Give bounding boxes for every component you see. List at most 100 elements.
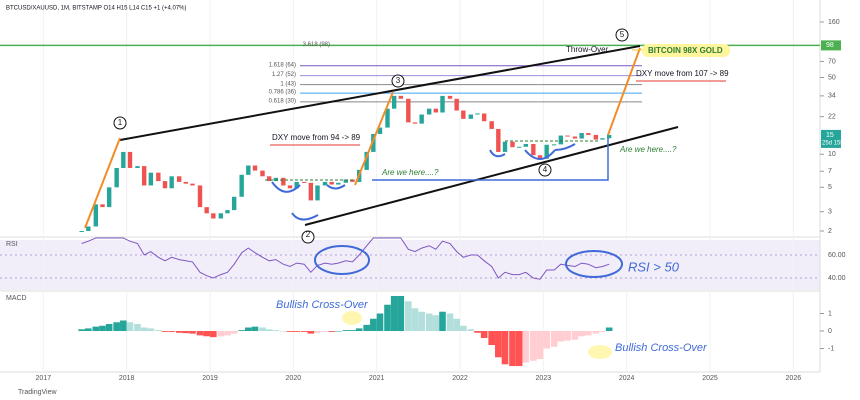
arrow [372, 138, 609, 181]
wave-circle [391, 74, 405, 88]
macd-bar [363, 324, 370, 332]
candle-body [183, 181, 189, 184]
swoosh [489, 149, 506, 158]
macd-bar [522, 331, 530, 363]
arrow [84, 137, 121, 229]
macd-bar [530, 331, 537, 361]
macd-bar [585, 331, 592, 336]
macd-bar [397, 295, 405, 332]
swoosh [291, 212, 319, 221]
x-tick-label: 2021 [369, 375, 385, 382]
candle-body [287, 185, 293, 189]
candle-body [162, 181, 168, 189]
candle-body [135, 166, 140, 168]
macd-bar [467, 329, 475, 332]
chart-title: BTCUSD/XAUUSD, 1M, BITSTAMP O14 H15 L14 … [6, 6, 187, 12]
annotation: DXY move from 94 -> 89 [272, 133, 361, 142]
macd-bar [168, 331, 175, 332]
candle-body [266, 176, 272, 182]
plot: 2017 2018 2019 2020 2021 2022 2023 2024 2025 2026… [0, 0, 846, 382]
candle-body [273, 177, 279, 182]
candle-body [86, 226, 91, 232]
highlight-ring [314, 245, 370, 275]
candle-body [106, 187, 112, 208]
macd-bar [251, 326, 259, 332]
macd-bar [265, 329, 273, 332]
candle-body [558, 135, 564, 145]
x-tick-label: 2020 [286, 375, 302, 382]
macd-bar [453, 318, 460, 332]
macd-bar [349, 330, 356, 332]
macd-bar [120, 320, 127, 332]
trendline [119, 45, 641, 141]
macd-bar [78, 329, 85, 332]
y-tick-label: 40.00 [828, 275, 846, 282]
macd-bar [509, 331, 516, 367]
macd-bar [342, 330, 350, 332]
macd-bar [321, 331, 329, 332]
candle-body [391, 95, 397, 109]
candle-body [475, 113, 480, 115]
fib-label: 0.786 (36) [269, 90, 296, 96]
candle-body [246, 165, 251, 175]
annotation: Throw-Over [566, 45, 609, 54]
macd-bar [592, 331, 600, 334]
macd-bar [501, 331, 509, 365]
macd-bar [543, 331, 550, 349]
candle-body [156, 172, 161, 182]
wave-label: 4 [543, 165, 548, 174]
x-tick-label: 2024 [619, 375, 635, 382]
candle-body [252, 165, 258, 171]
highlight [588, 345, 612, 359]
macd-bar [182, 331, 190, 334]
macd-bar [210, 331, 217, 338]
candle-body [127, 151, 133, 168]
y-tick-label: 1 [828, 310, 832, 317]
y-tick-label: 160 [828, 19, 840, 26]
candle-body [364, 151, 369, 170]
macd-bar [113, 322, 120, 332]
macd-bar [536, 331, 544, 360]
x-tick-label: 2023 [536, 375, 552, 382]
wave-label: 3 [396, 76, 401, 85]
candle-body [315, 185, 320, 201]
wave-label: 5 [620, 30, 625, 39]
candle-body [551, 144, 557, 146]
annotation: BITCOIN 98X GOLD [648, 46, 723, 55]
annotation: Are we here....? [619, 145, 677, 154]
candle-body [406, 98, 411, 123]
macd-bar [147, 328, 155, 332]
rsi-band [0, 240, 820, 290]
candle-body [190, 183, 195, 186]
candle-body [385, 108, 390, 128]
candle-body [454, 98, 459, 111]
macd-bar [196, 331, 204, 336]
macd-bar [411, 308, 419, 332]
x-tick-label: 2026 [786, 375, 802, 382]
swoosh [271, 181, 301, 193]
watermark: TradingView [18, 389, 57, 396]
annotation: Are we here....? [381, 168, 439, 177]
wave-label: 2 [306, 230, 311, 239]
candle-body [481, 113, 487, 122]
fib-label: 1.618 (64) [269, 62, 296, 68]
candle-body [461, 110, 466, 119]
x-tick-label: 2018 [119, 375, 135, 382]
candle-body [308, 182, 314, 201]
candle-body [121, 151, 126, 168]
candle-body [322, 181, 328, 186]
y-tick-label: 0 [828, 328, 832, 335]
candle-body [204, 207, 209, 214]
candle-body [239, 174, 244, 197]
macd-bar [384, 304, 391, 332]
candle-body [281, 177, 286, 186]
macd-bar [474, 331, 481, 333]
candle-body [600, 138, 605, 140]
candle-body [211, 213, 216, 219]
macd-bar [425, 313, 433, 332]
candle-body [93, 204, 99, 227]
macd-bar [105, 324, 113, 332]
candle-body [502, 141, 508, 152]
x-tick-label: 2022 [452, 375, 468, 382]
